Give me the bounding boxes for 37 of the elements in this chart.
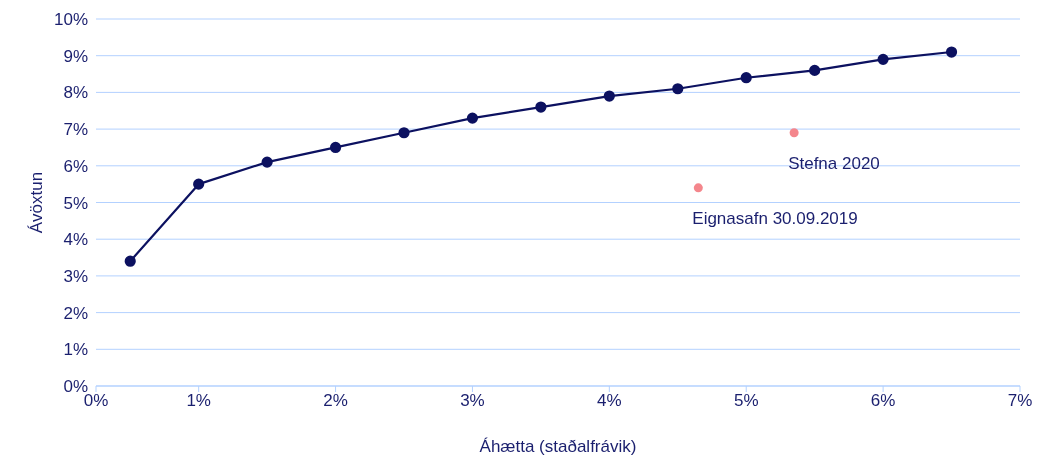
y-tick-label: 8% — [63, 83, 88, 103]
point — [740, 72, 752, 84]
x-tick-label: 4% — [597, 391, 622, 411]
y-tick-label: 4% — [63, 230, 88, 250]
y-tick-label: 5% — [63, 193, 88, 213]
x-tick-label: 0% — [83, 391, 109, 411]
x-tick-label: 3% — [460, 391, 485, 411]
point — [809, 64, 821, 76]
y-tick-label: 2% — [63, 303, 88, 323]
x-tick-label: 1% — [186, 391, 211, 411]
y-tick-label: 9% — [63, 46, 88, 66]
point — [535, 101, 547, 113]
x-tick-label: 6% — [870, 391, 896, 411]
point — [466, 112, 479, 124]
point — [945, 46, 958, 58]
point — [672, 83, 684, 95]
point — [789, 128, 799, 138]
point — [329, 141, 342, 154]
y-tick-label: 3% — [63, 266, 88, 286]
y-tick-label: 1% — [63, 340, 88, 360]
annotation-text: Eignasafn 30.09.2019 — [692, 208, 858, 228]
x-axis-title: Áhætta (staðalfrávik) — [479, 437, 637, 456]
x-tick-label: 5% — [733, 391, 759, 411]
point — [693, 183, 703, 193]
point — [398, 127, 410, 139]
annotation-text: Stefna 2020 — [788, 153, 880, 173]
y-tick-label: 7% — [63, 120, 88, 140]
y-tick-label: 10% — [53, 10, 88, 30]
point — [877, 53, 889, 65]
point — [261, 156, 273, 168]
x-tick-label: 7% — [1007, 391, 1033, 411]
y-axis-title: Ávöxtun — [27, 171, 47, 234]
point — [193, 178, 205, 190]
x-tick-label: 2% — [323, 391, 348, 411]
point — [124, 255, 136, 267]
y-tick-label: 6% — [63, 156, 88, 176]
point — [603, 90, 615, 102]
